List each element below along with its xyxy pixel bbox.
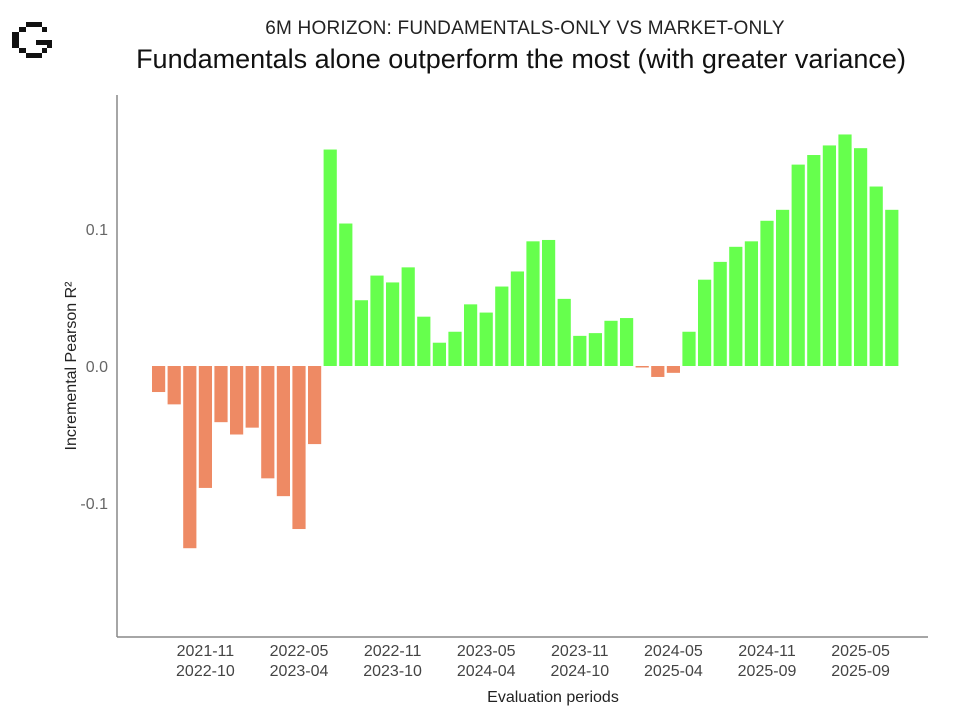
bar bbox=[635, 366, 649, 368]
bar bbox=[776, 209, 790, 366]
chart-bars bbox=[152, 134, 899, 549]
bar bbox=[386, 282, 400, 366]
bar bbox=[807, 155, 821, 366]
y-tick-label: -0.1 bbox=[80, 496, 108, 513]
bar bbox=[838, 134, 852, 366]
bar bbox=[885, 209, 899, 366]
bar bbox=[604, 320, 618, 366]
y-tick-labels: 0.1 0.0 -0.1 bbox=[80, 222, 108, 513]
bar bbox=[245, 366, 259, 428]
bar bbox=[230, 366, 244, 435]
bar bbox=[713, 261, 727, 366]
bar bbox=[666, 366, 680, 373]
bar bbox=[292, 366, 306, 530]
chart-axes bbox=[116, 95, 928, 638]
y-tick-label: 0.1 bbox=[86, 222, 108, 239]
bar bbox=[760, 220, 774, 366]
chart-title: Fundamentals alone outperform the most (… bbox=[136, 44, 906, 74]
bar bbox=[479, 312, 493, 366]
chart-subtitle: 6M HORIZON: FUNDAMENTALS-ONLY VS MARKET-… bbox=[265, 18, 785, 39]
bar bbox=[791, 164, 805, 366]
bar bbox=[526, 241, 540, 366]
y-tick-label: 0.0 bbox=[86, 359, 108, 376]
bar bbox=[432, 342, 446, 366]
bar bbox=[542, 239, 556, 366]
x-tick-label: 2023-05 2024-04 bbox=[457, 643, 516, 680]
bar bbox=[276, 366, 290, 497]
bar bbox=[198, 366, 212, 488]
bar bbox=[557, 298, 571, 366]
x-tick-label: 2022-05 2023-04 bbox=[270, 643, 329, 680]
x-tick-label: 2024-11 2025-09 bbox=[738, 643, 797, 680]
bar bbox=[682, 331, 696, 366]
bar bbox=[573, 335, 587, 366]
bar bbox=[323, 149, 337, 366]
bar bbox=[620, 318, 634, 366]
bar bbox=[308, 366, 322, 445]
x-tick-label: 2025-05 2025-09 bbox=[831, 643, 890, 680]
y-axis-label: Incremental Pearson R² bbox=[63, 281, 80, 451]
bar bbox=[510, 271, 524, 366]
bar bbox=[448, 331, 462, 366]
x-tick-label: 2022-11 2023-10 bbox=[363, 643, 422, 680]
bar bbox=[651, 366, 665, 377]
bar bbox=[339, 223, 353, 366]
x-axis-label: Evaluation periods bbox=[487, 689, 619, 706]
bar bbox=[370, 275, 384, 366]
bar bbox=[401, 267, 415, 366]
bar bbox=[588, 333, 602, 366]
bar bbox=[698, 279, 712, 366]
bar bbox=[261, 366, 275, 479]
bar bbox=[854, 148, 868, 366]
bar bbox=[495, 286, 509, 366]
bar bbox=[183, 366, 197, 549]
bar bbox=[869, 186, 883, 366]
bar bbox=[167, 366, 181, 405]
bar bbox=[822, 145, 836, 366]
bar bbox=[152, 366, 166, 393]
bar bbox=[464, 304, 478, 366]
bar bbox=[214, 366, 228, 423]
bar bbox=[417, 316, 431, 366]
bar bbox=[744, 241, 758, 366]
x-tick-label: 2021-11 2022-10 bbox=[176, 643, 235, 680]
x-tick-labels: 2021-11 2022-10 2022-05 2023-04 2022-11 2023-… bbox=[176, 643, 890, 680]
brand-logo bbox=[8, 20, 56, 60]
x-tick-label: 2024-05 2025-04 bbox=[644, 643, 703, 680]
x-tick-label: 2023-11 2024-10 bbox=[550, 643, 609, 680]
bar bbox=[729, 246, 743, 366]
g-logo-icon bbox=[12, 22, 52, 58]
bar bbox=[354, 300, 368, 366]
